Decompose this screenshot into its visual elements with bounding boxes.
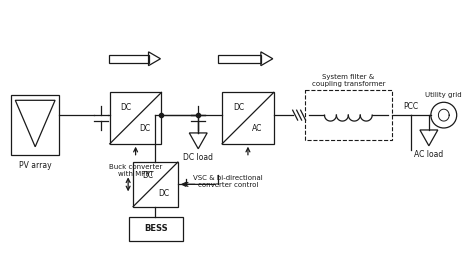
- Bar: [133, 162, 178, 207]
- Text: DC: DC: [158, 189, 169, 198]
- Bar: [218, 55, 261, 63]
- Text: DC: DC: [142, 171, 153, 180]
- Text: PCC: PCC: [403, 102, 419, 111]
- Text: AC load: AC load: [414, 150, 444, 159]
- Bar: [110, 92, 162, 144]
- Text: DC: DC: [121, 103, 132, 112]
- Text: DC: DC: [139, 124, 150, 133]
- Text: AC: AC: [252, 124, 263, 133]
- Text: DC load: DC load: [183, 153, 213, 162]
- Bar: [11, 95, 59, 155]
- Text: BESS: BESS: [144, 224, 168, 233]
- Bar: [222, 92, 274, 144]
- Text: PV array: PV array: [19, 161, 52, 170]
- Bar: [128, 217, 183, 241]
- Text: Utility grid: Utility grid: [426, 92, 462, 98]
- Text: System filter &
coupling transformer: System filter & coupling transformer: [311, 74, 385, 87]
- Bar: [305, 90, 392, 140]
- Text: Buck converter
with MPPT: Buck converter with MPPT: [109, 164, 162, 177]
- Text: DC: DC: [233, 103, 244, 112]
- Text: VSC & bi-directional
converter control: VSC & bi-directional converter control: [193, 176, 263, 188]
- Bar: [109, 55, 148, 63]
